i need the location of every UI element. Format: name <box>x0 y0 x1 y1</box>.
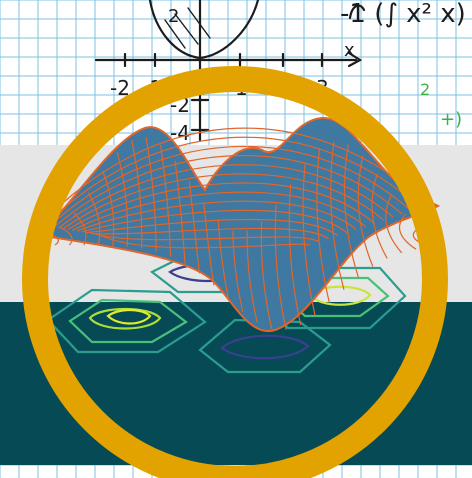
mesh-line <box>260 221 273 329</box>
mesh-line <box>174 160 186 264</box>
mesh-line <box>246 230 258 323</box>
mesh-line <box>44 136 422 227</box>
contour-bottom-inner <box>220 334 310 360</box>
x-tick-label-neg2: -2 <box>110 76 130 100</box>
mesh-line <box>67 182 375 231</box>
mesh-line <box>131 139 143 249</box>
mesh-line <box>81 209 348 234</box>
mesh-line <box>371 173 388 259</box>
x-axis-arrow <box>347 51 363 68</box>
hatching <box>164 7 211 49</box>
surface-plot <box>35 116 446 333</box>
y-tick-label-2: 2 <box>168 6 179 27</box>
mesh-line <box>59 226 73 246</box>
mesh-line <box>398 213 417 250</box>
mesh-line <box>39 127 431 226</box>
mesh-line <box>232 230 244 312</box>
axis-letter-x: x <box>344 40 355 61</box>
surface-body <box>35 116 441 333</box>
mesh-line <box>58 164 394 229</box>
mesh-line <box>86 218 339 237</box>
mesh-line <box>48 145 412 227</box>
sketched-curve <box>148 0 260 60</box>
mesh-line <box>99 234 311 249</box>
mesh-line <box>76 200 357 232</box>
mesh-line <box>274 204 287 330</box>
mesh-line <box>302 164 316 316</box>
contour-left-inner <box>88 307 162 330</box>
mesh-line <box>217 220 229 299</box>
contour-left-mid <box>68 298 188 344</box>
mesh-line <box>385 194 403 254</box>
surface-mesh <box>39 127 446 330</box>
formula-fragment: -1 (∫ x² x) <box>340 0 466 29</box>
contour-left-outer <box>46 288 207 354</box>
mesh-line <box>95 233 320 243</box>
mesh-line <box>357 155 374 267</box>
mesh-line <box>53 155 403 228</box>
mesh-line <box>72 191 366 231</box>
mesh-line <box>62 173 385 230</box>
mesh-line <box>90 227 329 240</box>
mesh-line <box>330 142 345 290</box>
contour-bottom-outer <box>198 318 332 374</box>
contour-right-inner <box>308 285 372 306</box>
margin-note-2: 2 <box>420 80 430 99</box>
mesh-line <box>288 184 302 326</box>
gold-ring <box>22 66 448 478</box>
mesh-line <box>160 144 172 257</box>
mesh-line <box>188 181 200 274</box>
mesh-line <box>116 151 129 247</box>
margin-note-plus: +) <box>440 109 462 130</box>
contour-left-core <box>106 308 152 325</box>
